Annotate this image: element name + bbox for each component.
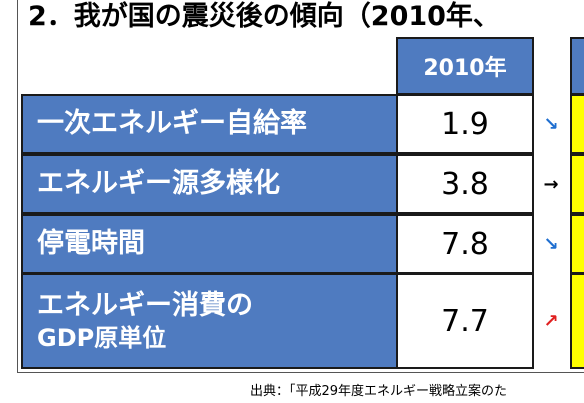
- row-value: 1.9: [396, 94, 534, 154]
- trend-arrow: →: [543, 173, 559, 195]
- row-label: 一次エネルギー自給率: [21, 94, 398, 154]
- row-label: 停電時間: [21, 214, 398, 274]
- row-value: 3.8: [396, 154, 534, 214]
- slide-frame: [17, 0, 584, 373]
- next-column-cut: [570, 214, 584, 274]
- trend-arrow: ↘: [543, 113, 559, 135]
- row-label-line: エネルギー消費の: [37, 289, 253, 321]
- row-value: 7.7: [396, 273, 534, 369]
- row-label: エネルギー消費の GDP原単位: [21, 273, 398, 369]
- row-label: エネルギー源多様化: [21, 154, 398, 214]
- next-column-cut: [570, 154, 584, 214]
- next-column-cut: [570, 94, 584, 154]
- source-note: 出典：「平成29年度エネルギー戦略立案のた: [250, 384, 508, 399]
- row-label-line: GDP原単位: [37, 323, 167, 352]
- trend-arrow: ↘: [543, 233, 559, 255]
- trend-arrow: ↗: [543, 310, 559, 332]
- row-value: 7.8: [396, 214, 534, 274]
- column-header-cut: [570, 37, 584, 95]
- slide-title: 2．我が国の震災後の傾向（2010年、: [28, 1, 500, 32]
- next-column-cut: [570, 273, 584, 369]
- column-header: 2010年: [396, 37, 534, 95]
